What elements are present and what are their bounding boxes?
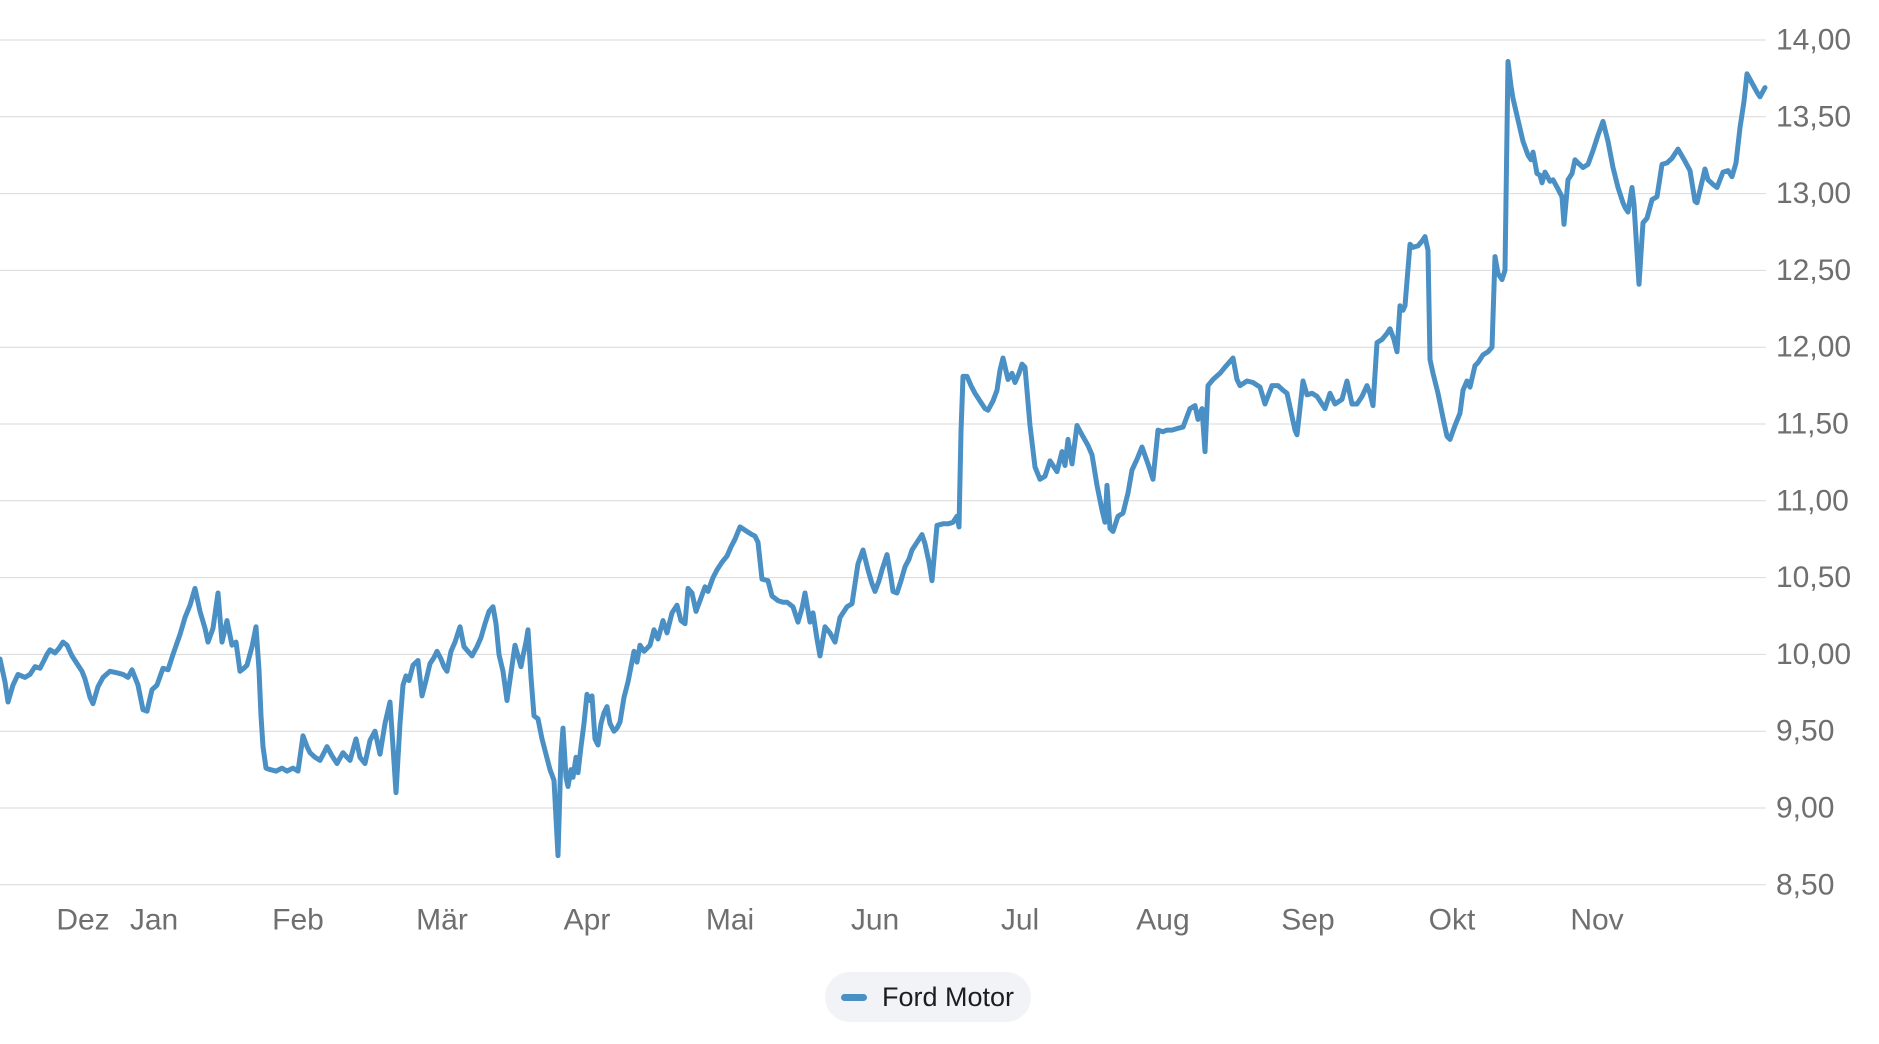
x-axis-label: Nov xyxy=(1570,904,1623,937)
x-axis-label: Jan xyxy=(130,904,178,937)
series-color-dash-icon xyxy=(841,993,867,1001)
y-axis-label: 14,00 xyxy=(1776,24,1851,57)
y-axis-label: 11,50 xyxy=(1776,408,1849,441)
x-axis-label: Mär xyxy=(416,904,468,937)
series-label: Ford Motor xyxy=(882,981,1015,1012)
x-axis-label: Aug xyxy=(1136,904,1189,937)
x-axis-label: Dez xyxy=(56,904,109,937)
y-axis-label: 10,00 xyxy=(1776,638,1851,671)
y-axis-label: 13,50 xyxy=(1776,100,1851,133)
y-axis-label: 10,50 xyxy=(1776,561,1851,594)
y-axis-label: 12,00 xyxy=(1776,331,1851,364)
y-axis-label: 11,00 xyxy=(1776,484,1849,517)
y-axis-label: 13,00 xyxy=(1776,177,1851,210)
x-axis-label: Apr xyxy=(564,904,611,937)
x-axis-label: Jul xyxy=(1001,904,1039,937)
y-axis-label: 12,50 xyxy=(1776,254,1851,287)
x-axis-label: Mai xyxy=(706,904,754,937)
y-axis-label: 9,50 xyxy=(1776,715,1834,748)
y-axis-label: 9,00 xyxy=(1776,792,1834,825)
legend-item-ford-motor[interactable]: Ford Motor xyxy=(825,972,1031,1022)
x-axis-label: Feb xyxy=(272,904,324,937)
x-axis-label: Okt xyxy=(1429,904,1476,937)
price-line-ford-motor xyxy=(0,59,1768,859)
y-axis-label: 8,50 xyxy=(1776,868,1834,901)
x-axis-label: Sep xyxy=(1281,904,1334,937)
x-axis-label: Jun xyxy=(851,904,899,937)
